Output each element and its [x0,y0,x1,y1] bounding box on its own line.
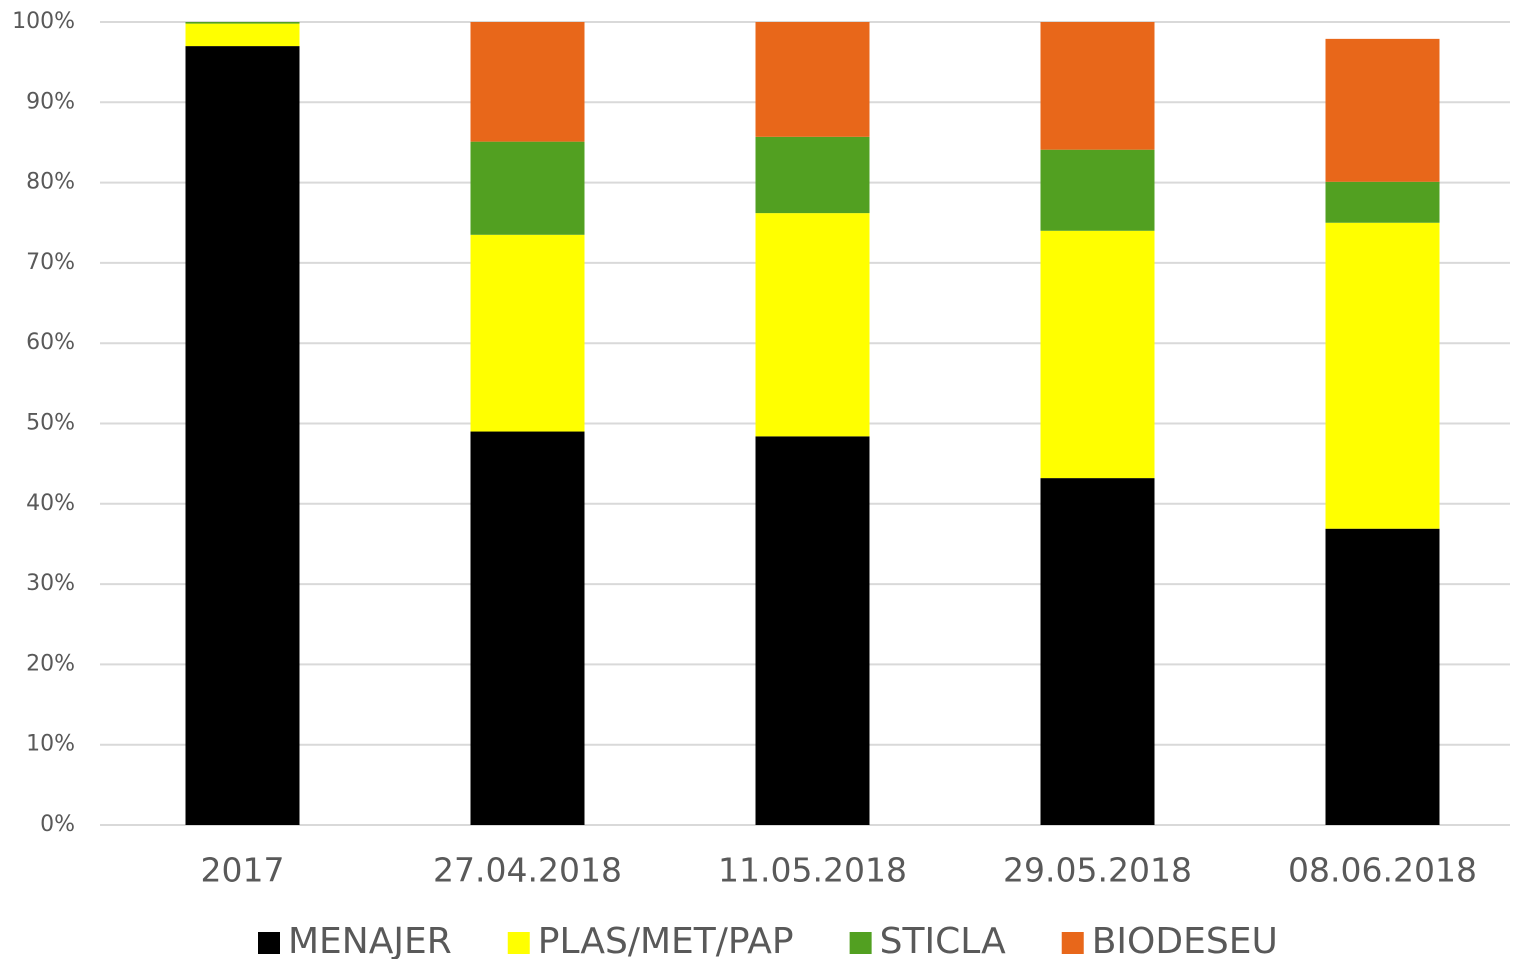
legend-swatch [507,932,530,954]
bar-segment [1325,528,1440,825]
legend-label: STICLA [880,921,1006,959]
bar-segment [185,23,300,47]
y-tick-label: 10% [26,732,75,757]
bar-segment [755,136,870,214]
x-tick-label: 11.05.2018 [718,851,907,890]
y-tick-label: 50% [26,411,75,436]
bar-segment [470,141,585,235]
y-tick-label: 90% [26,89,75,114]
legend-label: BIODESEU [1092,921,1278,959]
y-tick-label: 0% [40,812,75,837]
x-tick-label: 2017 [201,851,285,890]
bar-segment [1325,222,1440,529]
y-tick-label: 30% [26,571,75,596]
y-tick-label: 60% [26,330,75,355]
legend-swatch [1061,932,1084,954]
bar-segment [755,22,870,137]
bar-segment [1040,22,1155,150]
bar-segment [470,22,585,142]
bar-segment [185,46,300,825]
y-tick-label: 20% [26,651,75,676]
bar-segment [1040,478,1155,825]
legend-swatch [849,932,872,954]
y-tick-label: 70% [26,250,75,275]
legend-label: MENAJER [288,921,452,959]
legend-label: PLAS/MET/PAP [538,921,794,959]
bar-segment [755,436,870,825]
y-tick-label: 100% [12,9,75,34]
bar-segment [470,431,585,825]
bar-segment [755,213,870,437]
bar-segment [1040,230,1155,479]
x-tick-label: 27.04.2018 [433,851,622,890]
y-tick-label: 40% [26,491,75,516]
bar-segment [1040,149,1155,231]
bar-segment [1325,181,1440,223]
bar-segment [185,22,300,24]
bar-segment [1325,38,1440,182]
x-tick-label: 29.05.2018 [1003,851,1192,890]
legend-swatch [258,932,280,954]
x-tick-label: 08.06.2018 [1288,851,1477,890]
y-tick-label: 80% [26,170,75,195]
bar-segment [470,234,585,432]
